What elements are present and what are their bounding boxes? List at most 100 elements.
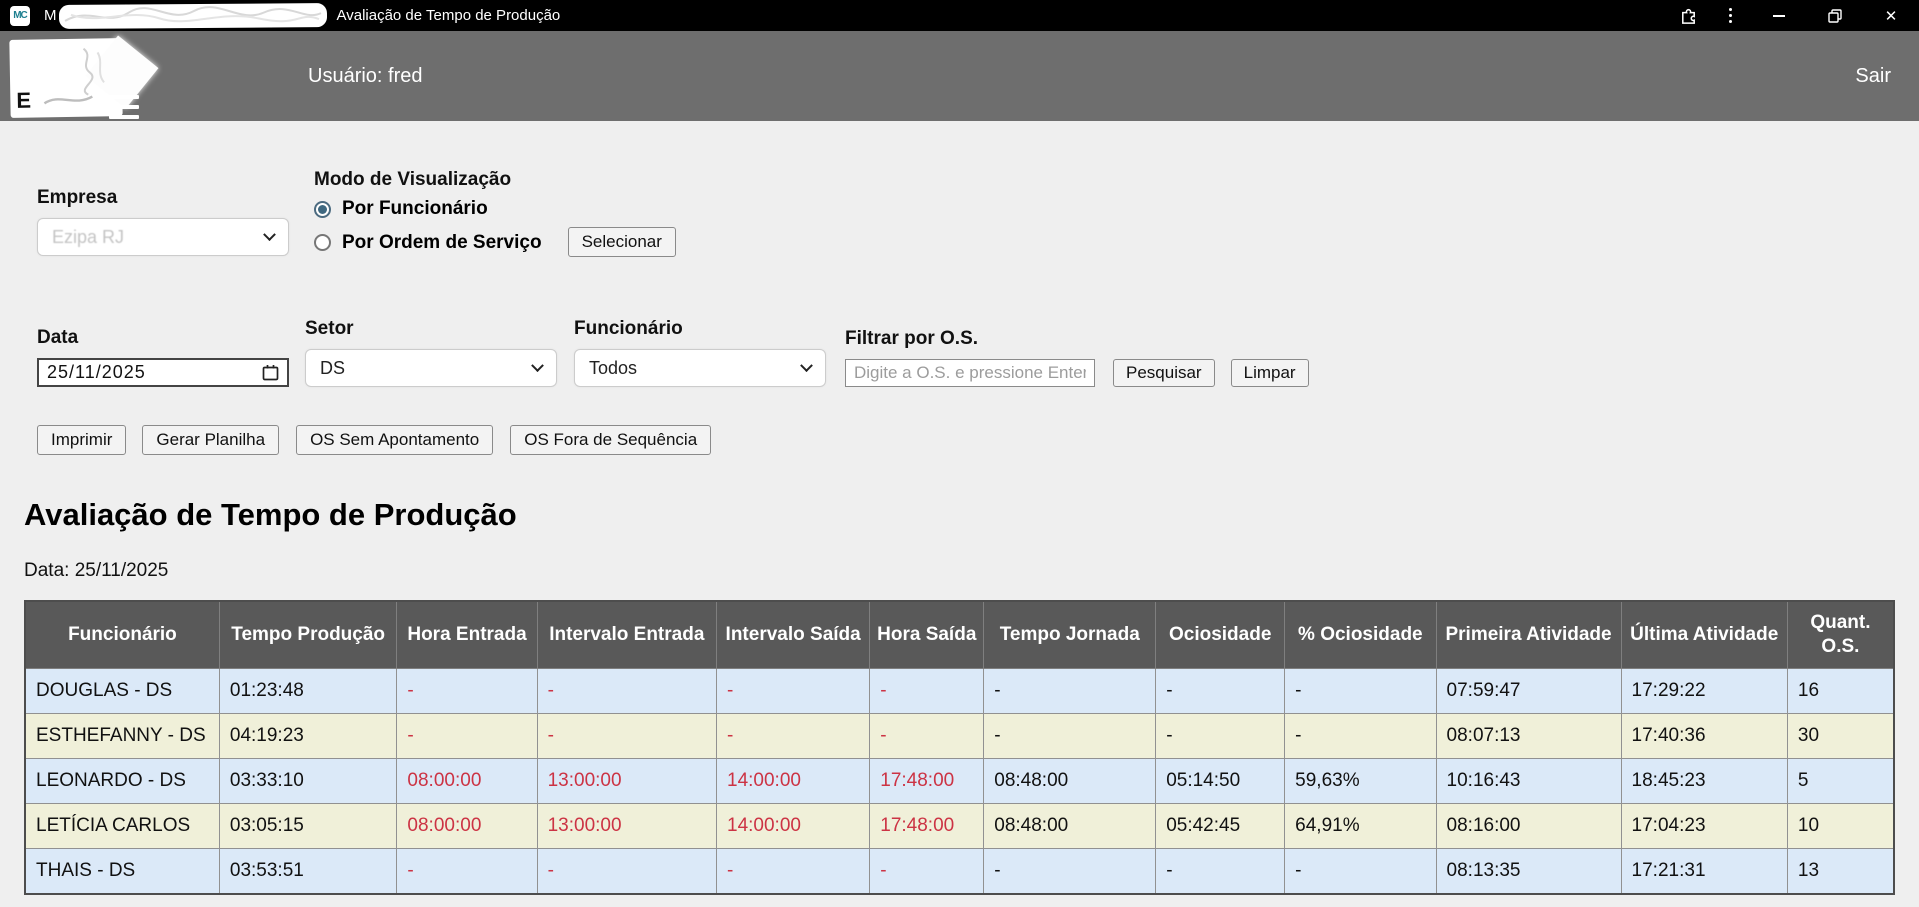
window-title: M Avaliação de Tempo de Produção (44, 2, 561, 29)
view-mode-group: Modo de Visualização Por Funcionário Por… (308, 169, 676, 258)
column-header: Intervalo Saída (716, 600, 871, 669)
gerar-planilha-button[interactable]: Gerar Planilha (142, 425, 280, 455)
report-date: Data: 25/11/2025 (24, 560, 169, 581)
table-cell: 10:16:43 (1435, 757, 1622, 804)
radio-selected-icon (314, 200, 331, 218)
table-row: DOUGLAS - DS 01:23:48- - - - - - -07:59:47 17:29… (24, 667, 1895, 714)
table-cell: 08:16:00 (1435, 802, 1622, 849)
setor-group: Setor DS (305, 318, 557, 387)
table-cell: 17:29:22 (1620, 667, 1788, 714)
table-row: THAIS - DS 03:53:51- - - - - - -08:13:35 17:21:3… (24, 847, 1895, 894)
table-cell: - (536, 712, 718, 759)
table-cell: - (1155, 667, 1286, 714)
close-button[interactable]: ✕ (1884, 7, 1898, 25)
table-cell: - (536, 847, 718, 894)
table-cell: - (869, 847, 985, 894)
os-sem-apontamento-button[interactable]: OS Sem Apontamento (296, 425, 494, 455)
calendar-icon[interactable] (262, 364, 279, 381)
table-cell: - (716, 847, 871, 894)
table-row: LEONARDO - DS 03:33:10 08:00:00 13:00:00 14:… (24, 757, 1895, 804)
column-header: Tempo Jornada (983, 600, 1157, 669)
table-cell: - (869, 712, 985, 759)
empresa-select[interactable]: Ezipa RJ (37, 218, 289, 256)
chevron-down-icon (531, 358, 544, 372)
selecionar-button[interactable]: Selecionar (567, 227, 676, 257)
table-cell: 04:19:23 (218, 712, 398, 759)
table-cell: - (983, 847, 1157, 894)
table-cell: 13:00:00 (536, 757, 718, 804)
table-cell: 17:48:00 (869, 757, 985, 804)
column-header: Hora Saída (869, 600, 985, 669)
menu-button[interactable] (109, 95, 141, 119)
table-cell: 10 (1786, 802, 1895, 849)
column-header: Primeira Atividade (1435, 600, 1622, 669)
data-group: Data 25/11/2025 (37, 327, 289, 387)
table-cell: - (1155, 847, 1286, 894)
table-cell: 14:00:00 (716, 802, 871, 849)
extensions-icon[interactable] (1667, 0, 1709, 31)
table-cell: 30 (1786, 712, 1895, 759)
table-cell: 13:00:00 (536, 802, 718, 849)
filters-panel: Empresa Ezipa RJ Modo de Visualização Po… (37, 169, 1895, 455)
table-cell: - (1284, 712, 1437, 759)
table-header-row: Funcionário Tempo Produção Hora Entrada Int… (24, 600, 1895, 669)
logout-link[interactable]: Sair (1855, 64, 1891, 87)
table-cell: 17:40:36 (1620, 712, 1788, 759)
pesquisar-button[interactable]: Pesquisar (1113, 359, 1215, 387)
os-filter-label: Filtrar por O.S. (845, 328, 979, 349)
table-cell: 08:00:00 (396, 757, 538, 804)
table-cell: 08:48:00 (983, 802, 1157, 849)
table-cell: 03:05:15 (218, 802, 398, 849)
table-cell: - (396, 847, 538, 894)
funcionario-group: Funcionário Todos (574, 318, 826, 387)
table-cell: - (396, 712, 538, 759)
employee-name-cell: ESTHEFANNY - DS (24, 712, 220, 759)
data-label: Data (37, 327, 79, 348)
table-cell: 18:45:23 (1620, 757, 1788, 804)
limpar-button[interactable]: Limpar (1230, 359, 1309, 387)
radio-por-funcionario[interactable]: Por Funcionário (314, 198, 676, 220)
restore-button[interactable] (1807, 0, 1863, 31)
table-cell: - (1284, 847, 1437, 894)
window-title-prefix: M (44, 7, 57, 24)
browser-menu-icon[interactable] (1709, 0, 1751, 31)
redacted-scribble (58, 2, 327, 29)
table-cell: 03:33:10 (218, 757, 398, 804)
table-cell: - (536, 667, 718, 714)
table-row: LETÍCIA CARLOS 03:05:15 08:00:00 13:00:00 14… (24, 802, 1895, 849)
setor-select[interactable]: DS (305, 349, 557, 387)
table-cell: 5 (1786, 757, 1895, 804)
setor-value: DS (320, 357, 346, 378)
employee-name-cell: LEONARDO - DS (24, 757, 220, 804)
user-label: Usuário: fred (308, 64, 423, 87)
minimize-button[interactable] (1751, 0, 1807, 31)
employee-name-cell: THAIS - DS (24, 847, 220, 894)
date-value: 25/11/2025 (47, 362, 146, 382)
imprimir-button[interactable]: Imprimir (37, 425, 127, 455)
os-filter-input[interactable] (845, 359, 1095, 387)
date-input[interactable]: 25/11/2025 (37, 358, 289, 387)
report-table: Funcionário Tempo Produção Hora Entrada Int… (24, 600, 1895, 895)
table-cell: 13 (1786, 847, 1895, 894)
empresa-group: Empresa Ezipa RJ (37, 187, 289, 256)
funcionario-select[interactable]: Todos (574, 349, 826, 387)
employee-name-cell: LETÍCIA CARLOS (24, 802, 220, 849)
actions-row: Imprimir Gerar Planilha OS Sem Apontamen… (37, 425, 1895, 455)
table-cell: 17:21:31 (1620, 847, 1788, 894)
table-cell: 05:42:45 (1155, 802, 1286, 849)
chevron-down-icon (263, 227, 276, 241)
logo-letter: E (16, 87, 32, 113)
column-header: Funcionário (24, 600, 220, 669)
table-row: ESTHEFANNY - DS 04:19:23- - - - - - -08:07:13 17… (24, 712, 1895, 759)
column-header: Tempo Produção (218, 600, 398, 669)
os-fora-sequencia-button[interactable]: OS Fora de Sequência (510, 425, 712, 455)
column-header: Quant. O.S. (1786, 600, 1895, 669)
funcionario-label: Funcionário (574, 318, 683, 339)
table-cell: - (869, 667, 985, 714)
table-cell: 16 (1786, 667, 1895, 714)
window-title-text: Avaliação de Tempo de Produção (336, 7, 561, 24)
table-cell: 07:59:47 (1435, 667, 1622, 714)
column-header: Intervalo Entrada (536, 600, 718, 669)
company-logo: E (9, 38, 123, 118)
radio-por-ordem-servico[interactable]: Por Ordem de Serviço Selecionar (314, 227, 676, 258)
